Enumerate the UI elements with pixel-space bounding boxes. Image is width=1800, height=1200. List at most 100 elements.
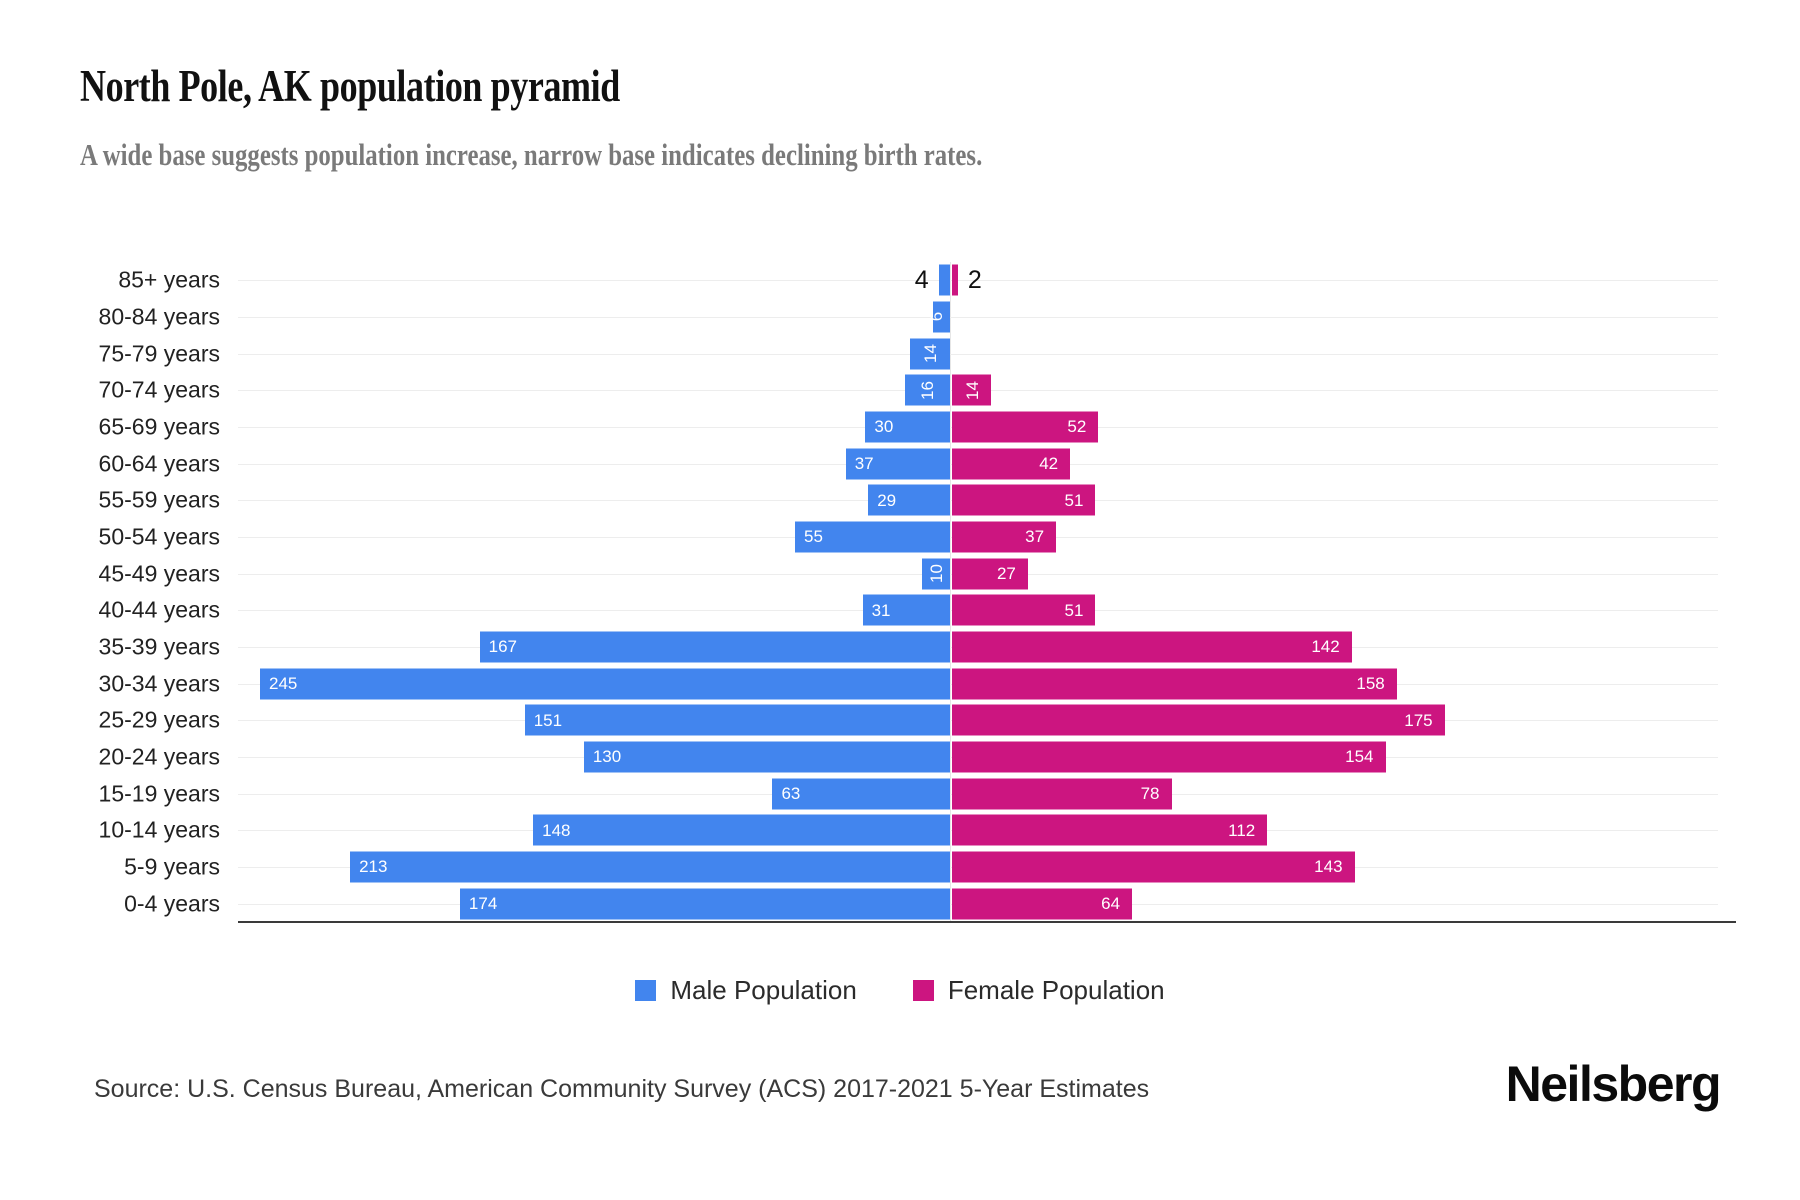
y-axis-tick-label: 20-24 years: [98, 743, 220, 770]
bar-female[interactable]: 14: [951, 374, 992, 406]
bar-female[interactable]: 112: [951, 814, 1268, 846]
bar-male[interactable]: 37: [845, 448, 950, 480]
y-axis-tick-label: 30-34 years: [98, 670, 220, 697]
bar-female[interactable]: 78: [951, 778, 1172, 810]
chart-row: 5-9 years 213 143: [124, 849, 1718, 886]
bar-value-label-female: 51: [1064, 600, 1084, 620]
bar-value-label-female: 175: [1404, 710, 1433, 730]
chart-row: 35-39 years 167 142: [99, 629, 1718, 666]
bar-female[interactable]: 64: [951, 888, 1133, 920]
bar-male[interactable]: 213: [350, 851, 950, 883]
bar-male[interactable]: 4: [915, 264, 950, 296]
source-note: Source: U.S. Census Bureau, American Com…: [94, 1075, 1150, 1103]
bar-female[interactable]: 51: [951, 594, 1096, 626]
bar-female[interactable]: 2: [951, 264, 982, 296]
y-axis-tick-label: 5-9 years: [124, 853, 220, 880]
bar-male[interactable]: 31: [862, 594, 950, 626]
bar-value-label-female: 2: [967, 265, 982, 294]
bar-value-label-male: 151: [533, 710, 563, 730]
bar-male[interactable]: 10: [921, 558, 950, 590]
gridline: [238, 280, 1718, 282]
bar-value-label-male: 16: [918, 380, 938, 400]
bar-value-label-male: 174: [468, 894, 498, 914]
bar-male[interactable]: 29: [868, 484, 950, 516]
bar-value-label-female: 158: [1356, 674, 1385, 694]
chart-row: 10-14 years 148 112: [99, 812, 1718, 849]
bar-female[interactable]: 158: [951, 668, 1397, 700]
bar-value-label-male: 213: [359, 857, 388, 877]
bar-female[interactable]: 154: [951, 741, 1386, 773]
bar-value-label-female: 142: [1311, 637, 1340, 657]
gridline: [238, 316, 1718, 318]
bar-male[interactable]: 151: [524, 704, 950, 736]
bar-male[interactable]: 55: [795, 521, 950, 553]
bar-value-label-male: 30: [874, 417, 894, 437]
bar-female[interactable]: 142: [951, 631, 1352, 663]
bar-female[interactable]: 52: [951, 411, 1099, 443]
bar-value-label-male: 55: [804, 527, 823, 547]
chart-row: 40-44 years 31 51: [99, 592, 1718, 629]
bar-value-label-female: 37: [1025, 527, 1045, 547]
bar-female[interactable]: 51: [951, 484, 1096, 516]
y-axis-tick-label: 80-84 years: [98, 303, 220, 330]
legend-item-male[interactable]: Male Population: [635, 975, 857, 1006]
bar-value-label-male: 29: [877, 490, 897, 510]
bar-male[interactable]: 16: [904, 374, 950, 406]
bar-male[interactable]: 174: [459, 888, 950, 920]
bar-male[interactable]: 167: [479, 631, 950, 663]
y-axis-tick-label: 50-54 years: [98, 523, 220, 550]
bar-male[interactable]: 14: [910, 338, 950, 370]
bar-male[interactable]: 148: [533, 814, 950, 846]
bar-female[interactable]: 42: [951, 448, 1071, 480]
bar-value-label-male: 4: [914, 265, 929, 294]
y-axis-tick-label: 85+ years: [118, 266, 220, 293]
bar-female[interactable]: 143: [951, 851, 1355, 883]
bar-female[interactable]: 37: [951, 521, 1057, 553]
bar-value-label-male: 10: [926, 564, 946, 584]
bar-value-label-female: 51: [1064, 490, 1084, 510]
bar-female[interactable]: 175: [951, 704, 1445, 736]
chart-row: 15-19 years 63 78: [99, 775, 1718, 812]
chart-row: 20-24 years 130 154: [99, 739, 1718, 776]
chart-row: 50-54 years 55 37: [99, 519, 1718, 556]
bar-male[interactable]: 63: [772, 778, 950, 810]
y-axis-tick-label: 0-4 years: [124, 890, 220, 917]
chart-row: 65-69 years 30 52: [99, 409, 1718, 446]
bar-value-label-male: 14: [921, 344, 941, 364]
bar-male[interactable]: 30: [865, 411, 950, 443]
y-axis-tick-label: 70-74 years: [98, 376, 220, 403]
legend-item-female[interactable]: Female Population: [912, 975, 1165, 1006]
bar-male[interactable]: 245: [260, 668, 950, 700]
chart-baseline: [238, 921, 1736, 923]
page-subtitle: A wide base suggests population increase…: [80, 137, 983, 172]
chart-legend: Male Population Female Population: [0, 975, 1800, 1006]
bar-value-label-male: 148: [542, 820, 571, 840]
bar-male[interactable]: 6: [928, 301, 950, 333]
chart-row: 85+ years 4 2: [118, 262, 1718, 299]
y-axis-tick-label: 45-49 years: [98, 560, 220, 587]
page-title: North Pole, AK population pyramid: [80, 61, 620, 111]
y-axis-tick-label: 15-19 years: [98, 780, 220, 807]
y-axis-tick-label: 60-64 years: [98, 450, 220, 477]
legend-swatch-male-icon: [635, 980, 657, 1001]
y-axis-tick-label: 10-14 years: [98, 816, 220, 843]
bar-female[interactable]: 27: [951, 558, 1028, 590]
chart-row: 45-49 years 10 27: [99, 555, 1718, 592]
bar-value-label-female: 42: [1039, 454, 1059, 474]
bar-value-label-female: 64: [1101, 894, 1121, 914]
bar-male[interactable]: 130: [583, 741, 950, 773]
bar-value-label-female: 143: [1314, 857, 1343, 877]
legend-label-male: Male Population: [670, 975, 857, 1005]
chart-row: 55-59 years 29 51: [99, 482, 1718, 519]
bar-value-label-female: 52: [1067, 417, 1087, 437]
y-axis-tick-label: 65-69 years: [98, 413, 220, 440]
bar-value-label-male: 245: [269, 674, 298, 694]
bar-value-label-male: 63: [781, 784, 801, 804]
chart-row: 0-4 years 174 64: [124, 885, 1718, 922]
bar-value-label-female: 27: [996, 564, 1016, 584]
center-axis-line: [949, 262, 951, 922]
bar-value-label-male: 167: [488, 637, 517, 657]
y-axis-tick-label: 40-44 years: [98, 596, 220, 623]
chart-row: 80-84 years 6: [99, 299, 1718, 336]
